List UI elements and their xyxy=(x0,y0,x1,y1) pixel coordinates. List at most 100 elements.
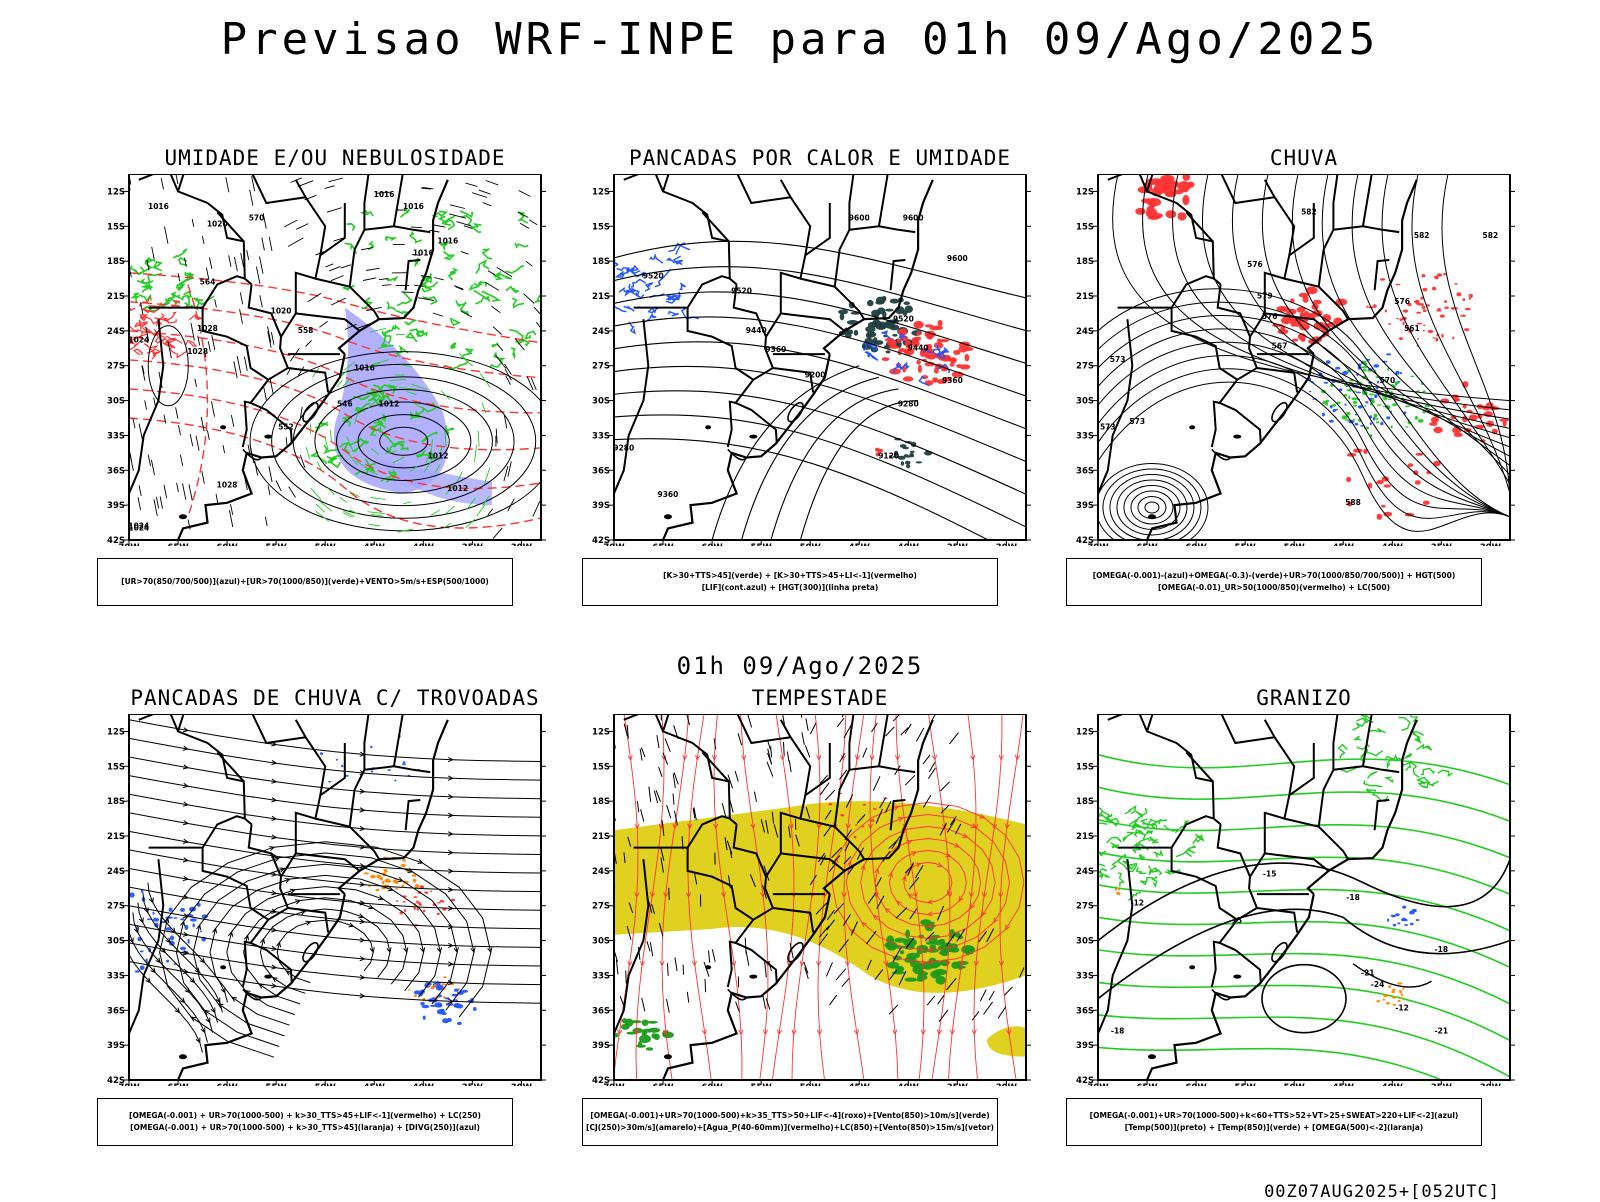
country-border xyxy=(766,313,781,336)
divergence-blue xyxy=(140,950,144,952)
thunderstorm-red xyxy=(396,900,398,902)
streamline xyxy=(129,794,541,836)
wind-vector xyxy=(789,760,791,772)
divergence-blue xyxy=(110,896,113,899)
humidity-green-contour xyxy=(444,251,454,259)
rain-blue-area xyxy=(1386,416,1390,419)
rain-green-area xyxy=(1353,401,1357,404)
wind-vector xyxy=(270,377,273,394)
country-border xyxy=(296,720,325,796)
divergence-blue xyxy=(185,925,189,930)
rain-red-area xyxy=(1460,315,1466,317)
rain-green-area xyxy=(1383,406,1385,407)
wind-vector xyxy=(271,332,274,345)
divergence-blue xyxy=(371,770,374,772)
streamline xyxy=(260,909,390,993)
wind-vector xyxy=(505,364,512,375)
contour-label: 1016 xyxy=(374,190,395,199)
country-border xyxy=(364,714,369,743)
contour-label: 582 xyxy=(1483,231,1499,240)
wind-vector xyxy=(268,485,270,495)
rain-red-area xyxy=(1408,463,1414,467)
country-border xyxy=(1257,368,1297,392)
heat-shower-green xyxy=(910,451,915,453)
streamline xyxy=(1143,174,1510,410)
lat-label: 27S xyxy=(1076,362,1094,372)
wind-vector xyxy=(649,787,651,802)
temp850-contour xyxy=(1155,852,1163,858)
lon-label: 65W xyxy=(167,1083,189,1086)
country-border xyxy=(879,714,889,766)
rain-red-area xyxy=(1178,212,1187,220)
country-border xyxy=(296,180,325,256)
lat-label: 36S xyxy=(107,466,125,476)
wind-vector xyxy=(984,1002,993,1015)
omega-orange xyxy=(1117,889,1120,890)
lat-label: 15S xyxy=(592,222,610,232)
wind-vector xyxy=(133,418,135,428)
wind-vector xyxy=(616,960,618,975)
humidity-green-contour xyxy=(405,319,416,324)
heat-shower-red xyxy=(913,321,923,329)
rain-red-area xyxy=(1423,325,1426,327)
contour-label: 1012 xyxy=(379,399,400,408)
temp850-contour xyxy=(1098,820,1510,858)
lon-label: 65W xyxy=(652,1083,674,1086)
rain-red-area xyxy=(1463,298,1466,301)
temp850-contour xyxy=(1125,806,1136,813)
wind-vector xyxy=(180,455,182,466)
wind-vector xyxy=(329,178,344,182)
humidity-green-contour xyxy=(177,295,188,299)
map-content: 1016102010161016101610161020102810241028… xyxy=(116,174,569,540)
lake xyxy=(179,514,187,519)
rain-red-area xyxy=(1440,315,1445,318)
country-border xyxy=(1363,174,1373,226)
divergence-blue xyxy=(104,926,109,930)
divergence-blue xyxy=(170,936,174,941)
legend-box: [UR>70(850/700/500)](azul)+[UR>70(1000/8… xyxy=(97,558,513,606)
humidity-green-contour xyxy=(463,349,472,355)
omega-orange xyxy=(1398,1000,1401,1002)
page-title: Previsao WRF-INPE para 01h 09/Ago/2025 xyxy=(0,14,1600,65)
humidity-green-contour xyxy=(542,251,551,256)
wind-vector xyxy=(520,223,529,228)
wind-vector xyxy=(139,424,143,441)
humidity-green-contour xyxy=(449,268,457,280)
contour-label: 573 xyxy=(1129,417,1145,426)
wind-vector xyxy=(154,499,157,516)
wind850-green xyxy=(905,978,918,982)
hail-blue xyxy=(1410,923,1414,925)
wind-vector xyxy=(825,790,834,800)
contour-label: 567 xyxy=(1272,341,1288,350)
heat-shower-green xyxy=(872,320,881,328)
rain-green-area xyxy=(1416,390,1419,391)
wind-vector xyxy=(529,220,537,225)
lon-label: 35W xyxy=(1431,543,1453,546)
lat-label: 27S xyxy=(1076,902,1094,912)
lif-contour xyxy=(669,312,679,316)
lake xyxy=(1233,435,1241,439)
divergence-blue xyxy=(328,781,332,782)
lat-label: 12S xyxy=(592,727,610,737)
temp850-contour xyxy=(1421,768,1435,774)
hail-blue xyxy=(1403,919,1405,921)
contour-label: 9520 xyxy=(893,315,914,324)
lon-label: 55W xyxy=(1235,543,1257,546)
temp850-contour xyxy=(1386,777,1393,782)
lake xyxy=(220,965,226,969)
temp850-contour xyxy=(1098,950,1510,1004)
wind-vector xyxy=(286,437,287,446)
lake xyxy=(1189,425,1195,429)
rain-red-area xyxy=(1433,427,1442,433)
lif-contour xyxy=(598,277,607,291)
lon-label: 30W xyxy=(511,1083,533,1086)
wind-vector xyxy=(241,253,244,267)
temp850-contour xyxy=(1136,808,1147,816)
lon-label: 45W xyxy=(1333,543,1355,546)
heat-shower-green xyxy=(890,299,899,304)
heat-shower-green xyxy=(904,301,910,305)
wind-vector xyxy=(202,236,204,244)
divergence-blue xyxy=(370,746,372,748)
